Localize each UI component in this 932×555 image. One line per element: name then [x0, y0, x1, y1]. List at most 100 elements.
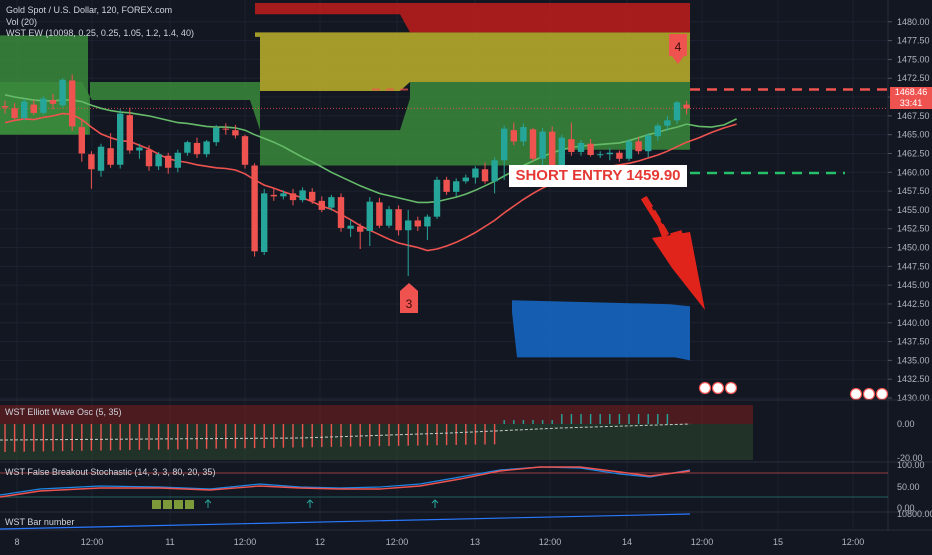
candle-body	[510, 130, 517, 142]
elliott-wave-label: WST EW (10098, 0.25, 0.25, 1.05, 1.2, 1.…	[6, 28, 194, 38]
candle-body	[558, 137, 565, 167]
candle-body	[491, 160, 498, 182]
candle-body	[30, 104, 37, 113]
stoch-signal-box	[185, 500, 194, 509]
stoch-tick-label: 50.00	[897, 482, 920, 492]
candle-body	[11, 108, 18, 119]
candle-body	[174, 152, 181, 168]
price-tick-label: 1432.50	[897, 374, 930, 384]
candle-body	[97, 146, 105, 171]
candle-body	[49, 100, 57, 104]
event-icon	[849, 387, 863, 401]
stoch-up-arrow	[204, 499, 212, 508]
candle-body	[433, 179, 441, 217]
candle-body	[395, 209, 402, 231]
candle-body	[318, 200, 325, 210]
candle-body	[673, 102, 681, 121]
wave-3-pointer	[400, 283, 418, 291]
price-tick-label: 1450.00	[897, 243, 930, 253]
short-entry-label: SHORT ENTRY 1459.90	[509, 165, 687, 187]
candle-body	[385, 209, 393, 226]
candle-body	[203, 141, 210, 155]
bar-countdown: 33:41	[899, 98, 923, 108]
stoch-signal-box	[174, 500, 183, 509]
price-tick-label: 1480.00	[897, 17, 930, 27]
candle-body	[117, 113, 124, 165]
price-tick-label: 1455.00	[897, 205, 930, 215]
time-tick-label: 12	[315, 537, 325, 547]
event-icon	[875, 387, 889, 401]
wave-4-pointer	[672, 56, 684, 64]
candle-body	[193, 142, 201, 155]
bar-number-tick-label: 10800.00	[897, 509, 932, 519]
candle-body	[414, 220, 421, 227]
candle-body	[21, 101, 28, 119]
chart-title: Gold Spot / U.S. Dollar, 120, FOREX.com	[6, 5, 173, 15]
candle-body	[654, 125, 661, 137]
candle-body	[241, 136, 249, 165]
stoch-tick-label: 100.00	[897, 460, 925, 470]
ewo-title: WST Elliott Wave Osc (5, 35)	[5, 407, 122, 417]
event-icon	[724, 381, 738, 395]
bar-number-title: WST Bar number	[5, 517, 75, 527]
current-price-tag: 1468.46 33:41	[890, 87, 932, 109]
target-zone	[512, 300, 690, 361]
fib-zone-red	[255, 3, 690, 33]
time-tick-label: 14	[622, 537, 632, 547]
stoch-up-arrow	[431, 499, 439, 508]
candle-body	[145, 149, 153, 167]
candle-body	[337, 197, 345, 228]
price-tick-label: 1462.50	[897, 148, 930, 158]
candle-body	[107, 148, 114, 165]
time-tick-label: 12:00	[842, 537, 865, 547]
candle-body	[78, 127, 85, 154]
time-tick-label: 12:00	[539, 537, 562, 547]
event-icon	[711, 381, 725, 395]
candle-body	[635, 141, 642, 152]
candle-body	[616, 152, 623, 159]
fib-zone-green	[0, 82, 690, 166]
candle-body	[328, 197, 335, 208]
candle-body	[357, 226, 364, 232]
candle-body	[222, 128, 229, 130]
wave-4-marker: 4	[669, 34, 687, 56]
candle-body	[270, 194, 277, 197]
ewo-tick-label: -20.00	[897, 453, 923, 463]
candle-body	[405, 220, 412, 231]
candle-body	[376, 202, 383, 226]
time-tick-label: 13	[470, 537, 480, 547]
candle-body	[213, 127, 220, 143]
event-icon	[698, 381, 712, 395]
candle-body	[549, 131, 556, 168]
stoch-signal-box	[163, 500, 172, 509]
price-tick-label: 1477.50	[897, 36, 930, 46]
candle-body	[501, 128, 508, 161]
price-tick-label: 1442.50	[897, 299, 930, 309]
time-tick-label: 12:00	[81, 537, 104, 547]
stoch-d-line	[0, 466, 691, 498]
price-tick-label: 1445.00	[897, 280, 930, 290]
time-tick-label: 8	[14, 537, 19, 547]
candle-body	[664, 120, 671, 126]
price-tick-label: 1460.00	[897, 167, 930, 177]
price-tick-label: 1452.50	[897, 224, 930, 234]
candle-body	[155, 154, 162, 167]
candle-body	[251, 165, 258, 252]
candle-body	[1, 106, 9, 108]
wave-3-marker: 3	[400, 291, 418, 313]
stochastic-title: WST False Breakout Stochastic (14, 3, 3,…	[5, 467, 216, 477]
candle-body	[347, 225, 354, 229]
candle-body	[577, 142, 585, 152]
time-axis-bg	[0, 531, 932, 550]
price-tick-label: 1440.00	[897, 318, 930, 328]
candle-body	[539, 131, 546, 159]
candle-body	[587, 143, 594, 155]
candle-body	[529, 129, 537, 159]
stoch-up-arrow	[306, 499, 314, 508]
candle-body	[366, 201, 373, 231]
ewo-lower-band	[0, 424, 753, 460]
time-tick-label: 15	[773, 537, 783, 547]
candle-body	[520, 127, 527, 142]
